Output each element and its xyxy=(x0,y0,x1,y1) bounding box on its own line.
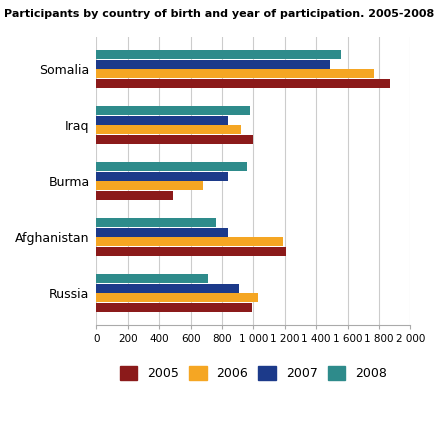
Bar xyxy=(96,181,203,190)
Bar xyxy=(96,293,258,302)
Text: Participants by country of birth and year of participation. 2005-2008: Participants by country of birth and yea… xyxy=(4,9,435,19)
Bar xyxy=(96,162,247,171)
Bar xyxy=(96,274,208,283)
Bar xyxy=(96,228,228,237)
Bar xyxy=(96,69,374,78)
Bar xyxy=(96,125,241,134)
Bar xyxy=(96,218,216,227)
Bar xyxy=(96,116,228,125)
Bar xyxy=(96,106,250,115)
Bar xyxy=(96,60,330,69)
Bar xyxy=(96,172,228,181)
Legend: 2005, 2006, 2007, 2008: 2005, 2006, 2007, 2008 xyxy=(120,366,387,380)
Bar xyxy=(96,78,390,88)
Bar xyxy=(96,247,286,256)
Bar xyxy=(96,237,283,246)
Bar xyxy=(96,303,252,312)
Bar xyxy=(96,191,173,200)
Bar xyxy=(96,50,341,59)
Bar xyxy=(96,135,253,144)
Bar xyxy=(96,284,239,293)
